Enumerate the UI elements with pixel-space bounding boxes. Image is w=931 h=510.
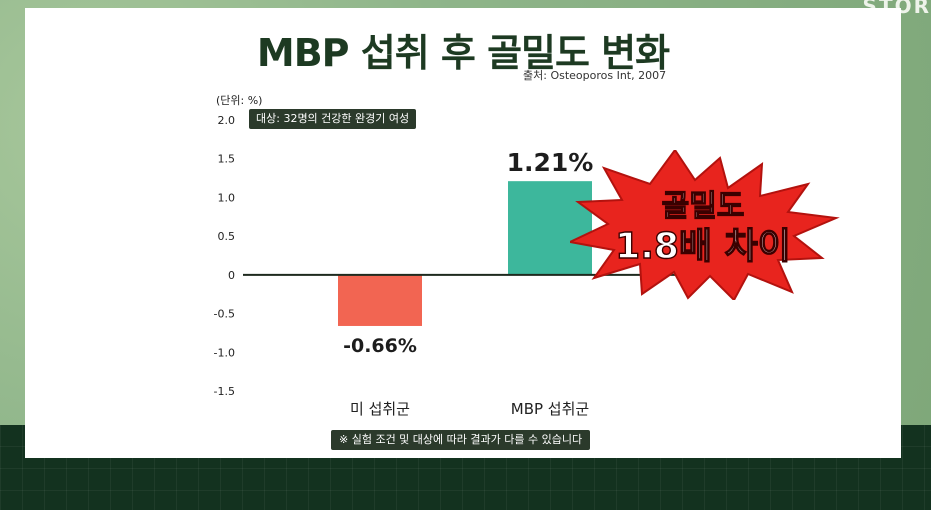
page-title: MBP 섭취 후 골밀도 변화 bbox=[256, 31, 670, 75]
bar-chart: 2.0 1.5 1.0 0.5 0 -0.5 -1.0 -1.5 -0.66% 1.21% 미 섭취… bbox=[214, 114, 685, 418]
value-label: 1.21% bbox=[507, 148, 594, 177]
chart-card: MBP 섭취 후 골밀도 변화 출처: Osteoporos Int, 2007… bbox=[25, 8, 901, 458]
y-tick-label: 1.5 bbox=[218, 153, 236, 166]
category-label: 미 섭취군 bbox=[350, 400, 410, 418]
burst-line-1: 골밀도 bbox=[662, 189, 745, 224]
bar-1 bbox=[338, 274, 422, 326]
unit-label: (단위: %) bbox=[216, 94, 263, 107]
burst-shape bbox=[570, 150, 840, 300]
y-tick-label: -1.5 bbox=[214, 385, 235, 398]
y-tick-label: 0 bbox=[228, 269, 235, 282]
y-tick-label: -0.5 bbox=[214, 308, 235, 321]
source-citation: 출처: Osteoporos Int, 2007 bbox=[523, 69, 667, 82]
value-label: -0.66% bbox=[343, 335, 417, 357]
y-tick-label: -1.0 bbox=[214, 346, 235, 359]
y-tick-label: 1.0 bbox=[218, 191, 236, 204]
burst-line-2: 1.8배 차이 bbox=[615, 226, 791, 267]
bar-2 bbox=[508, 181, 592, 275]
category-label: MBP 섭취군 bbox=[511, 400, 590, 418]
footnote-badge: ※ 실험 조건 및 대상에 따라 결과가 다를 수 있습니다 bbox=[331, 430, 591, 450]
subject-note-badge: 대상: 32명의 건강한 완경기 여성 bbox=[249, 109, 417, 129]
y-tick-label: 2.0 bbox=[218, 114, 236, 127]
callout-burst: 골밀도 1.8배 차이 bbox=[570, 150, 840, 300]
y-tick-label: 0.5 bbox=[218, 230, 236, 243]
